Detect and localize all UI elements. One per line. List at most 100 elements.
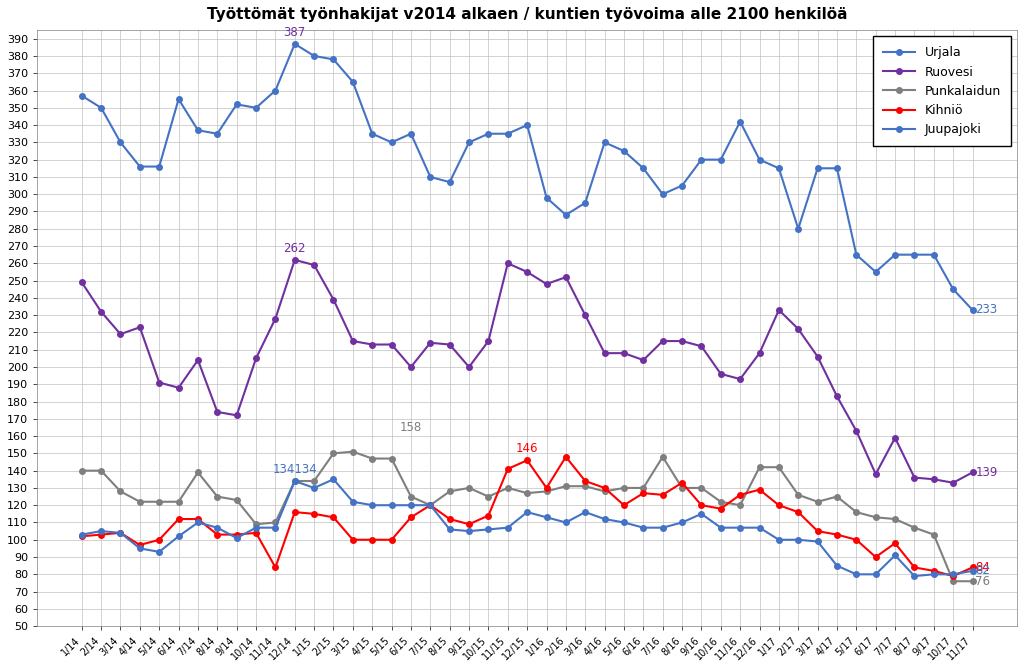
Punkalaidun (404, 492, 417, 500)
Text: 84: 84 (976, 561, 990, 574)
Punkalaidun (967, 577, 979, 585)
Punkalaidun (850, 508, 862, 516)
Juupajoki (560, 518, 572, 527)
Kihniö (191, 515, 204, 523)
Punkalaidun (191, 468, 204, 476)
Urjala (463, 138, 475, 147)
Punkalaidun (385, 454, 397, 462)
Urjala (754, 156, 766, 164)
Text: 134134: 134134 (272, 463, 317, 476)
Juupajoki (617, 518, 630, 527)
Juupajoki (598, 515, 610, 523)
Juupajoki (715, 524, 727, 532)
Juupajoki (250, 524, 262, 532)
Juupajoki (328, 475, 340, 483)
Juupajoki (793, 536, 805, 544)
Urjala (695, 156, 708, 164)
Punkalaidun (443, 488, 456, 496)
Line: Juupajoki: Juupajoki (79, 476, 975, 579)
Ruovesi (424, 339, 436, 347)
Text: 139: 139 (976, 466, 997, 479)
Ruovesi (830, 392, 843, 400)
Kihniö (676, 479, 688, 487)
Punkalaidun (773, 463, 785, 471)
Ruovesi (211, 408, 223, 416)
Urjala (734, 118, 746, 126)
Text: 233: 233 (976, 304, 997, 316)
Ruovesi (385, 341, 397, 349)
Ruovesi (676, 337, 688, 345)
Punkalaidun (947, 577, 959, 585)
Juupajoki (367, 501, 379, 509)
Kihniö (521, 456, 534, 464)
Kihniö (502, 465, 514, 473)
Kihniö (443, 515, 456, 523)
Punkalaidun (308, 477, 321, 485)
Punkalaidun (250, 520, 262, 529)
Kihniö (289, 508, 301, 516)
Ruovesi (308, 261, 321, 269)
Urjala (637, 165, 649, 173)
Ruovesi (617, 349, 630, 357)
Kihniö (656, 491, 669, 499)
Text: 82: 82 (976, 565, 990, 577)
Punkalaidun (541, 488, 553, 496)
Kihniö (115, 529, 127, 537)
Kihniö (95, 531, 108, 539)
Ruovesi (134, 323, 146, 331)
Urjala (617, 147, 630, 155)
Juupajoki (947, 570, 959, 578)
Line: Punkalaidun: Punkalaidun (79, 449, 975, 584)
Ruovesi (172, 384, 184, 392)
Juupajoki (521, 508, 534, 516)
Ruovesi (889, 434, 901, 442)
Juupajoki (482, 525, 495, 533)
Kihniö (928, 567, 940, 575)
Kihniö (967, 563, 979, 571)
Ruovesi (656, 337, 669, 345)
Juupajoki (830, 562, 843, 570)
Kihniö (754, 486, 766, 494)
Ruovesi (908, 474, 921, 482)
Juupajoki (773, 536, 785, 544)
Kihniö (367, 536, 379, 544)
Juupajoki (811, 537, 823, 545)
Urjala (328, 56, 340, 64)
Juupajoki (211, 524, 223, 532)
Kihniö (715, 504, 727, 512)
Urjala (715, 156, 727, 164)
Urjala (404, 130, 417, 138)
Urjala (541, 193, 553, 201)
Urjala (773, 165, 785, 173)
Legend: Urjala, Ruovesi, Punkalaidun, Kihniö, Juupajoki: Urjala, Ruovesi, Punkalaidun, Kihniö, Ju… (873, 36, 1011, 147)
Ruovesi (347, 337, 359, 345)
Juupajoki (695, 510, 708, 518)
Punkalaidun (598, 488, 610, 496)
Ruovesi (695, 343, 708, 351)
Punkalaidun (715, 498, 727, 506)
Juupajoki (580, 508, 592, 516)
Line: Kihniö: Kihniö (79, 454, 975, 579)
Punkalaidun (76, 467, 88, 475)
Juupajoki (869, 570, 882, 578)
Line: Urjala: Urjala (79, 41, 975, 312)
Kihniö (424, 501, 436, 509)
Juupajoki (191, 518, 204, 527)
Urjala (76, 92, 88, 100)
Punkalaidun (269, 518, 282, 527)
Kihniö (580, 477, 592, 485)
Ruovesi (560, 273, 572, 281)
Urjala (347, 78, 359, 86)
Kihniö (385, 536, 397, 544)
Punkalaidun (617, 484, 630, 492)
Urjala (560, 211, 572, 219)
Juupajoki (95, 527, 108, 535)
Kihniö (793, 508, 805, 516)
Ruovesi (850, 427, 862, 435)
Kihniö (134, 541, 146, 549)
Punkalaidun (347, 448, 359, 456)
Kihniö (76, 533, 88, 541)
Juupajoki (463, 527, 475, 535)
Urjala (191, 126, 204, 134)
Punkalaidun (289, 477, 301, 485)
